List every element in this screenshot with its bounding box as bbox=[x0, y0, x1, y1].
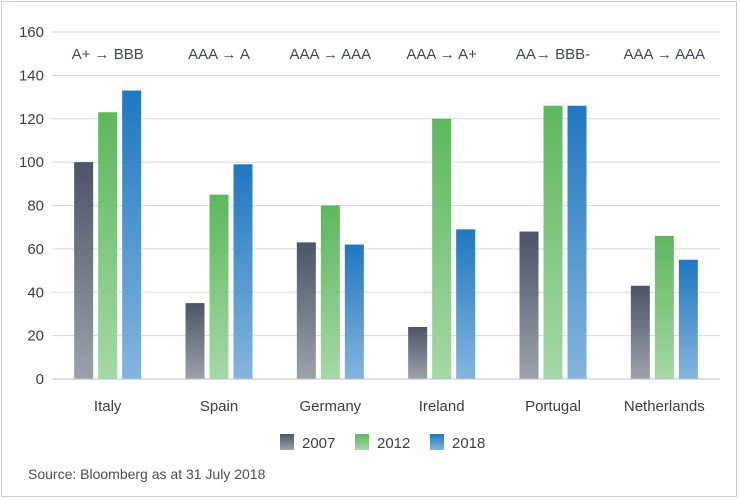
legend-swatch-2012 bbox=[355, 434, 369, 450]
bar-2012-italy bbox=[98, 112, 118, 380]
rating-change-label: AAA → AAA bbox=[289, 46, 371, 63]
bar-2012-ireland bbox=[432, 118, 452, 379]
y-tick-label: 60 bbox=[27, 241, 44, 258]
bar-2007-italy bbox=[74, 162, 94, 379]
x-category-label: Germany bbox=[299, 398, 361, 415]
source-note: Source: Bloomberg as at 31 July 2018 bbox=[28, 466, 266, 482]
bar-2007-netherlands bbox=[630, 285, 650, 379]
bar-2018-portugal bbox=[567, 105, 587, 380]
x-category-label: Italy bbox=[94, 398, 122, 415]
x-category-label: Ireland bbox=[419, 398, 465, 415]
bar-2007-germany bbox=[296, 242, 316, 379]
x-category-label: Spain bbox=[200, 398, 238, 415]
y-tick-label: 160 bbox=[19, 24, 44, 41]
bar-2018-spain bbox=[233, 164, 253, 379]
bar-2012-germany bbox=[320, 205, 340, 379]
bar-2018-germany bbox=[344, 244, 364, 379]
legend-swatch-2018 bbox=[430, 434, 444, 450]
bar-2007-ireland bbox=[408, 326, 428, 379]
y-tick-label: 140 bbox=[19, 67, 44, 84]
legend-label-2012: 2012 bbox=[377, 435, 410, 452]
y-tick-label: 20 bbox=[27, 328, 44, 345]
legend-label-2018: 2018 bbox=[452, 435, 485, 452]
bar-2012-netherlands bbox=[654, 235, 674, 379]
y-tick-label: 40 bbox=[27, 284, 44, 301]
bar-2012-spain bbox=[209, 194, 229, 379]
bar-2007-portugal bbox=[519, 231, 539, 379]
rating-change-label: A+ → BBB bbox=[72, 46, 144, 63]
y-tick-label: 100 bbox=[19, 154, 44, 171]
rating-change-label: AAA → A bbox=[188, 46, 250, 63]
legend-swatch-2007 bbox=[280, 434, 294, 450]
y-tick-label: 0 bbox=[36, 371, 44, 388]
rating-change-label: AAA → A+ bbox=[406, 46, 477, 63]
x-category-label: Netherlands bbox=[624, 398, 705, 415]
bar-2012-portugal bbox=[543, 105, 563, 380]
y-tick-label: 80 bbox=[27, 198, 44, 215]
legend-label-2007: 2007 bbox=[302, 435, 335, 452]
bar-2018-ireland bbox=[456, 229, 476, 379]
bar-2018-italy bbox=[122, 90, 142, 380]
rating-change-label: AAA → AAA bbox=[623, 46, 705, 63]
y-tick-label: 120 bbox=[19, 111, 44, 128]
bar-2018-netherlands bbox=[678, 259, 698, 379]
rating-change-label: AA→ BBB- bbox=[516, 46, 590, 63]
bar-2007-spain bbox=[185, 303, 205, 379]
x-category-label: Portugal bbox=[525, 398, 581, 415]
